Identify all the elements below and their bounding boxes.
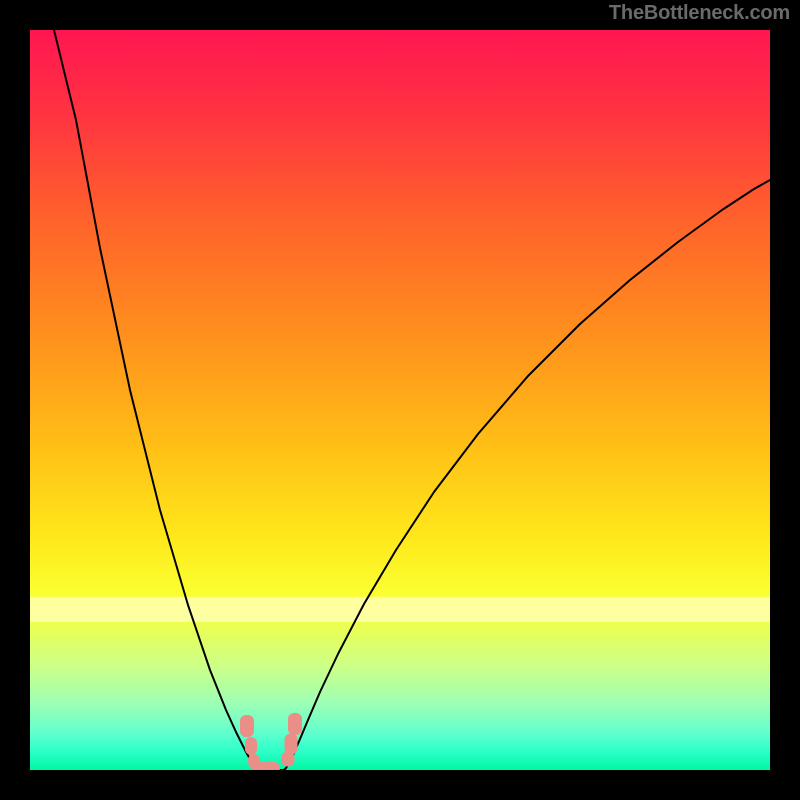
overlay-band	[30, 597, 770, 622]
watermark-text: TheBottleneck.com	[609, 2, 790, 25]
chart-frame: TheBottleneck.com	[0, 0, 800, 800]
highlight-marker	[245, 737, 257, 755]
highlight-marker	[288, 713, 302, 735]
highlight-marker	[285, 734, 298, 755]
chart-svg	[30, 30, 770, 770]
highlight-marker	[240, 715, 254, 737]
plot-area	[30, 30, 770, 770]
gradient-background	[30, 30, 770, 770]
highlight-marker	[252, 762, 280, 770]
